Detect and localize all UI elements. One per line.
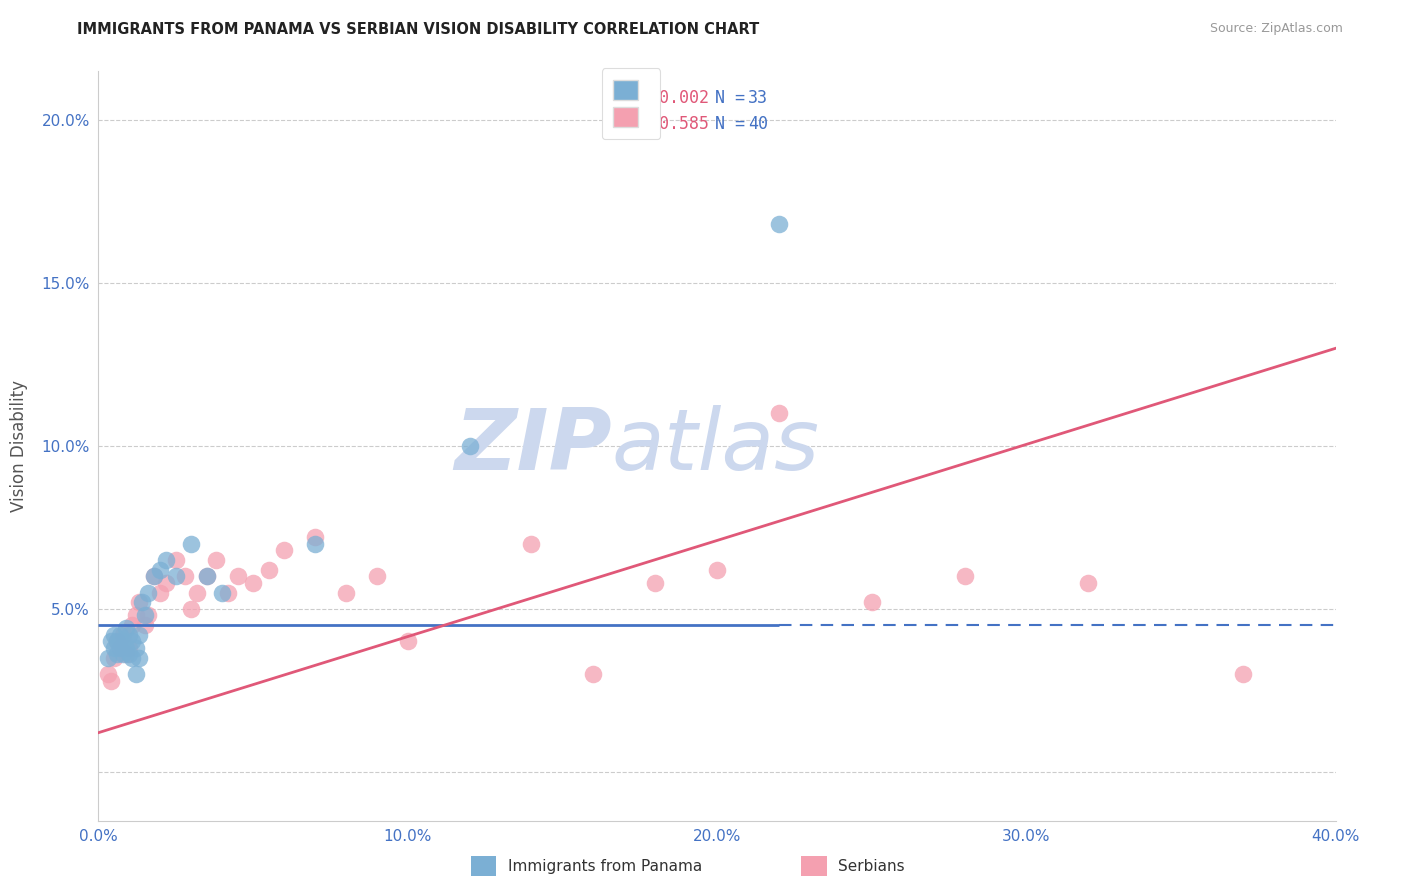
Text: Serbians: Serbians xyxy=(838,859,904,873)
Point xyxy=(953,569,976,583)
Point xyxy=(165,569,187,583)
Point xyxy=(257,563,280,577)
Point xyxy=(396,634,419,648)
Point xyxy=(105,634,128,648)
Point xyxy=(195,569,218,583)
Point xyxy=(121,634,143,648)
Point xyxy=(100,673,122,688)
Point xyxy=(211,585,233,599)
Point xyxy=(226,569,249,583)
Point xyxy=(304,530,326,544)
Text: R =: R = xyxy=(612,115,652,133)
Point xyxy=(128,650,150,665)
Y-axis label: Vision Disability: Vision Disability xyxy=(10,380,28,512)
Point xyxy=(582,667,605,681)
Point xyxy=(186,585,208,599)
Point xyxy=(97,667,120,681)
Text: R =: R = xyxy=(612,88,652,106)
Point xyxy=(149,563,172,577)
Bar xyxy=(801,856,827,876)
Point xyxy=(1232,667,1254,681)
Point xyxy=(134,608,156,623)
Point xyxy=(217,585,239,599)
Point xyxy=(304,537,326,551)
Point xyxy=(105,648,128,662)
Point xyxy=(108,628,131,642)
Point xyxy=(366,569,388,583)
Point xyxy=(768,406,790,420)
Text: N =: N = xyxy=(714,115,755,133)
Point xyxy=(103,650,125,665)
Point xyxy=(128,628,150,642)
Text: 33: 33 xyxy=(748,88,768,106)
Point xyxy=(143,569,166,583)
Text: Immigrants from Panama: Immigrants from Panama xyxy=(508,859,702,873)
Point xyxy=(124,640,146,655)
Point xyxy=(143,569,166,583)
Point xyxy=(128,595,150,609)
Bar xyxy=(471,856,496,876)
Point xyxy=(118,628,141,642)
Point xyxy=(205,553,228,567)
Point xyxy=(644,575,666,590)
Point xyxy=(165,553,187,567)
Text: atlas: atlas xyxy=(612,404,820,488)
Point xyxy=(706,563,728,577)
Text: -0.002: -0.002 xyxy=(650,88,709,106)
Point xyxy=(768,218,790,232)
Point xyxy=(112,628,135,642)
Point xyxy=(115,622,138,636)
Point xyxy=(180,602,202,616)
Point xyxy=(100,634,122,648)
Point xyxy=(103,628,125,642)
Point xyxy=(155,575,177,590)
Point xyxy=(136,585,159,599)
Point xyxy=(103,640,125,655)
Point xyxy=(458,439,481,453)
Point xyxy=(124,667,146,681)
Point xyxy=(273,543,295,558)
Point xyxy=(105,634,128,648)
Point xyxy=(335,585,357,599)
Point xyxy=(174,569,197,583)
Point xyxy=(121,650,143,665)
Point xyxy=(520,537,543,551)
Point xyxy=(121,618,143,632)
Point xyxy=(97,650,120,665)
Point xyxy=(155,553,177,567)
Text: 0.585: 0.585 xyxy=(650,115,709,133)
Point xyxy=(112,648,135,662)
Point xyxy=(118,648,141,662)
Point xyxy=(860,595,883,609)
Point xyxy=(115,648,138,662)
Point xyxy=(136,608,159,623)
Text: 40: 40 xyxy=(748,115,768,133)
Text: Source: ZipAtlas.com: Source: ZipAtlas.com xyxy=(1209,22,1343,36)
Point xyxy=(108,640,131,655)
Legend: , : , xyxy=(602,69,659,139)
Point xyxy=(134,618,156,632)
Point xyxy=(195,569,218,583)
Point xyxy=(118,640,141,655)
Text: ZIP: ZIP xyxy=(454,404,612,488)
Point xyxy=(115,640,138,655)
Point xyxy=(124,608,146,623)
Point xyxy=(131,595,153,609)
Point xyxy=(180,537,202,551)
Point xyxy=(242,575,264,590)
Point xyxy=(1077,575,1099,590)
Point xyxy=(149,585,172,599)
Point xyxy=(112,634,135,648)
Text: N =: N = xyxy=(714,88,755,106)
Text: IMMIGRANTS FROM PANAMA VS SERBIAN VISION DISABILITY CORRELATION CHART: IMMIGRANTS FROM PANAMA VS SERBIAN VISION… xyxy=(77,22,759,37)
Point xyxy=(108,640,131,655)
